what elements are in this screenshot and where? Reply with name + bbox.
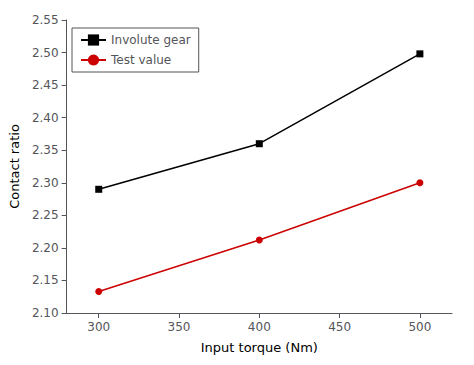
svg-text:400: 400	[248, 320, 271, 334]
svg-text:350: 350	[168, 320, 191, 334]
svg-text:2.15: 2.15	[32, 273, 59, 287]
svg-text:Involute gear: Involute gear	[111, 33, 191, 47]
svg-text:Test value: Test value	[110, 53, 171, 67]
svg-text:2.10: 2.10	[32, 306, 59, 320]
svg-text:2.35: 2.35	[32, 143, 59, 157]
svg-text:2.30: 2.30	[32, 176, 59, 190]
svg-text:500: 500	[408, 320, 431, 334]
svg-text:450: 450	[328, 320, 351, 334]
svg-text:2.55: 2.55	[32, 13, 59, 27]
svg-text:2.20: 2.20	[32, 241, 59, 255]
svg-text:Input torque (Nm): Input torque (Nm)	[201, 340, 318, 355]
svg-text:2.40: 2.40	[32, 111, 59, 125]
svg-text:2.50: 2.50	[32, 46, 59, 60]
svg-text:Contact ratio: Contact ratio	[7, 124, 22, 209]
svg-text:2.45: 2.45	[32, 78, 59, 92]
svg-text:2.25: 2.25	[32, 208, 59, 222]
svg-text:300: 300	[87, 320, 110, 334]
